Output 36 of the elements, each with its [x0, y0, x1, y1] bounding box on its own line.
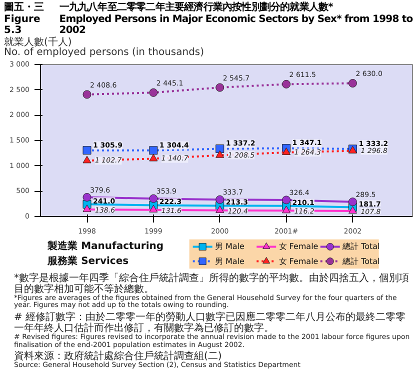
point [82, 155, 92, 163]
legend-label: 總計 Total [342, 256, 380, 266]
text: 圖五・三 Figure 5.3 [4, 2, 45, 36]
text: # 經修訂數字：由於二零零一年的勞動人口數字已因應二零零二年八月公布的最終二零零一年年終人口估計而作出修訂，有關數字為已修訂的數字。 [14, 312, 407, 334]
text: 製造業 Manufacturing [46, 240, 164, 252]
point [282, 80, 291, 88]
chart-title: 一九九八年至二零零二年主要經濟行業內按性別劃分的就業人數* Employed Persons in Major Economic Sectors by Sex* from 1998 to 2002 [59, 2, 414, 36]
point [348, 197, 357, 206]
text: 服務業 Services [46, 254, 129, 266]
point [149, 153, 158, 161]
point [348, 78, 357, 88]
point [216, 144, 224, 153]
point [282, 147, 291, 155]
point [282, 195, 291, 204]
y-axis-title: 就業人數(千人) No. of employed persons (in thousands) [4, 36, 206, 58]
point [82, 90, 92, 98]
point [149, 88, 158, 96]
legend-label: 女 Female [278, 256, 318, 266]
point [149, 194, 158, 202]
point [149, 146, 158, 154]
point [216, 82, 224, 92]
point [282, 205, 291, 213]
legend-label: 總計 Total [342, 242, 380, 251]
legend-label: 女 Female [278, 242, 318, 251]
legend-label: 男 Male [214, 242, 245, 251]
point [216, 150, 224, 158]
point [82, 146, 92, 154]
point [82, 204, 92, 212]
legend-label: 男 Male [214, 256, 245, 266]
point [149, 204, 158, 212]
point [82, 192, 92, 202]
point [216, 194, 224, 204]
text: *數字是根據一年四季「綜合住戶統計調查」所得的數字的平均數。由於四捨五入，個別項目的數字相加可能不等於總數。 [14, 272, 410, 295]
source-note: 資料來源：政府統計處綜合住戶統計調查組(二) [14, 351, 223, 362]
point [348, 206, 357, 214]
point [216, 205, 224, 213]
